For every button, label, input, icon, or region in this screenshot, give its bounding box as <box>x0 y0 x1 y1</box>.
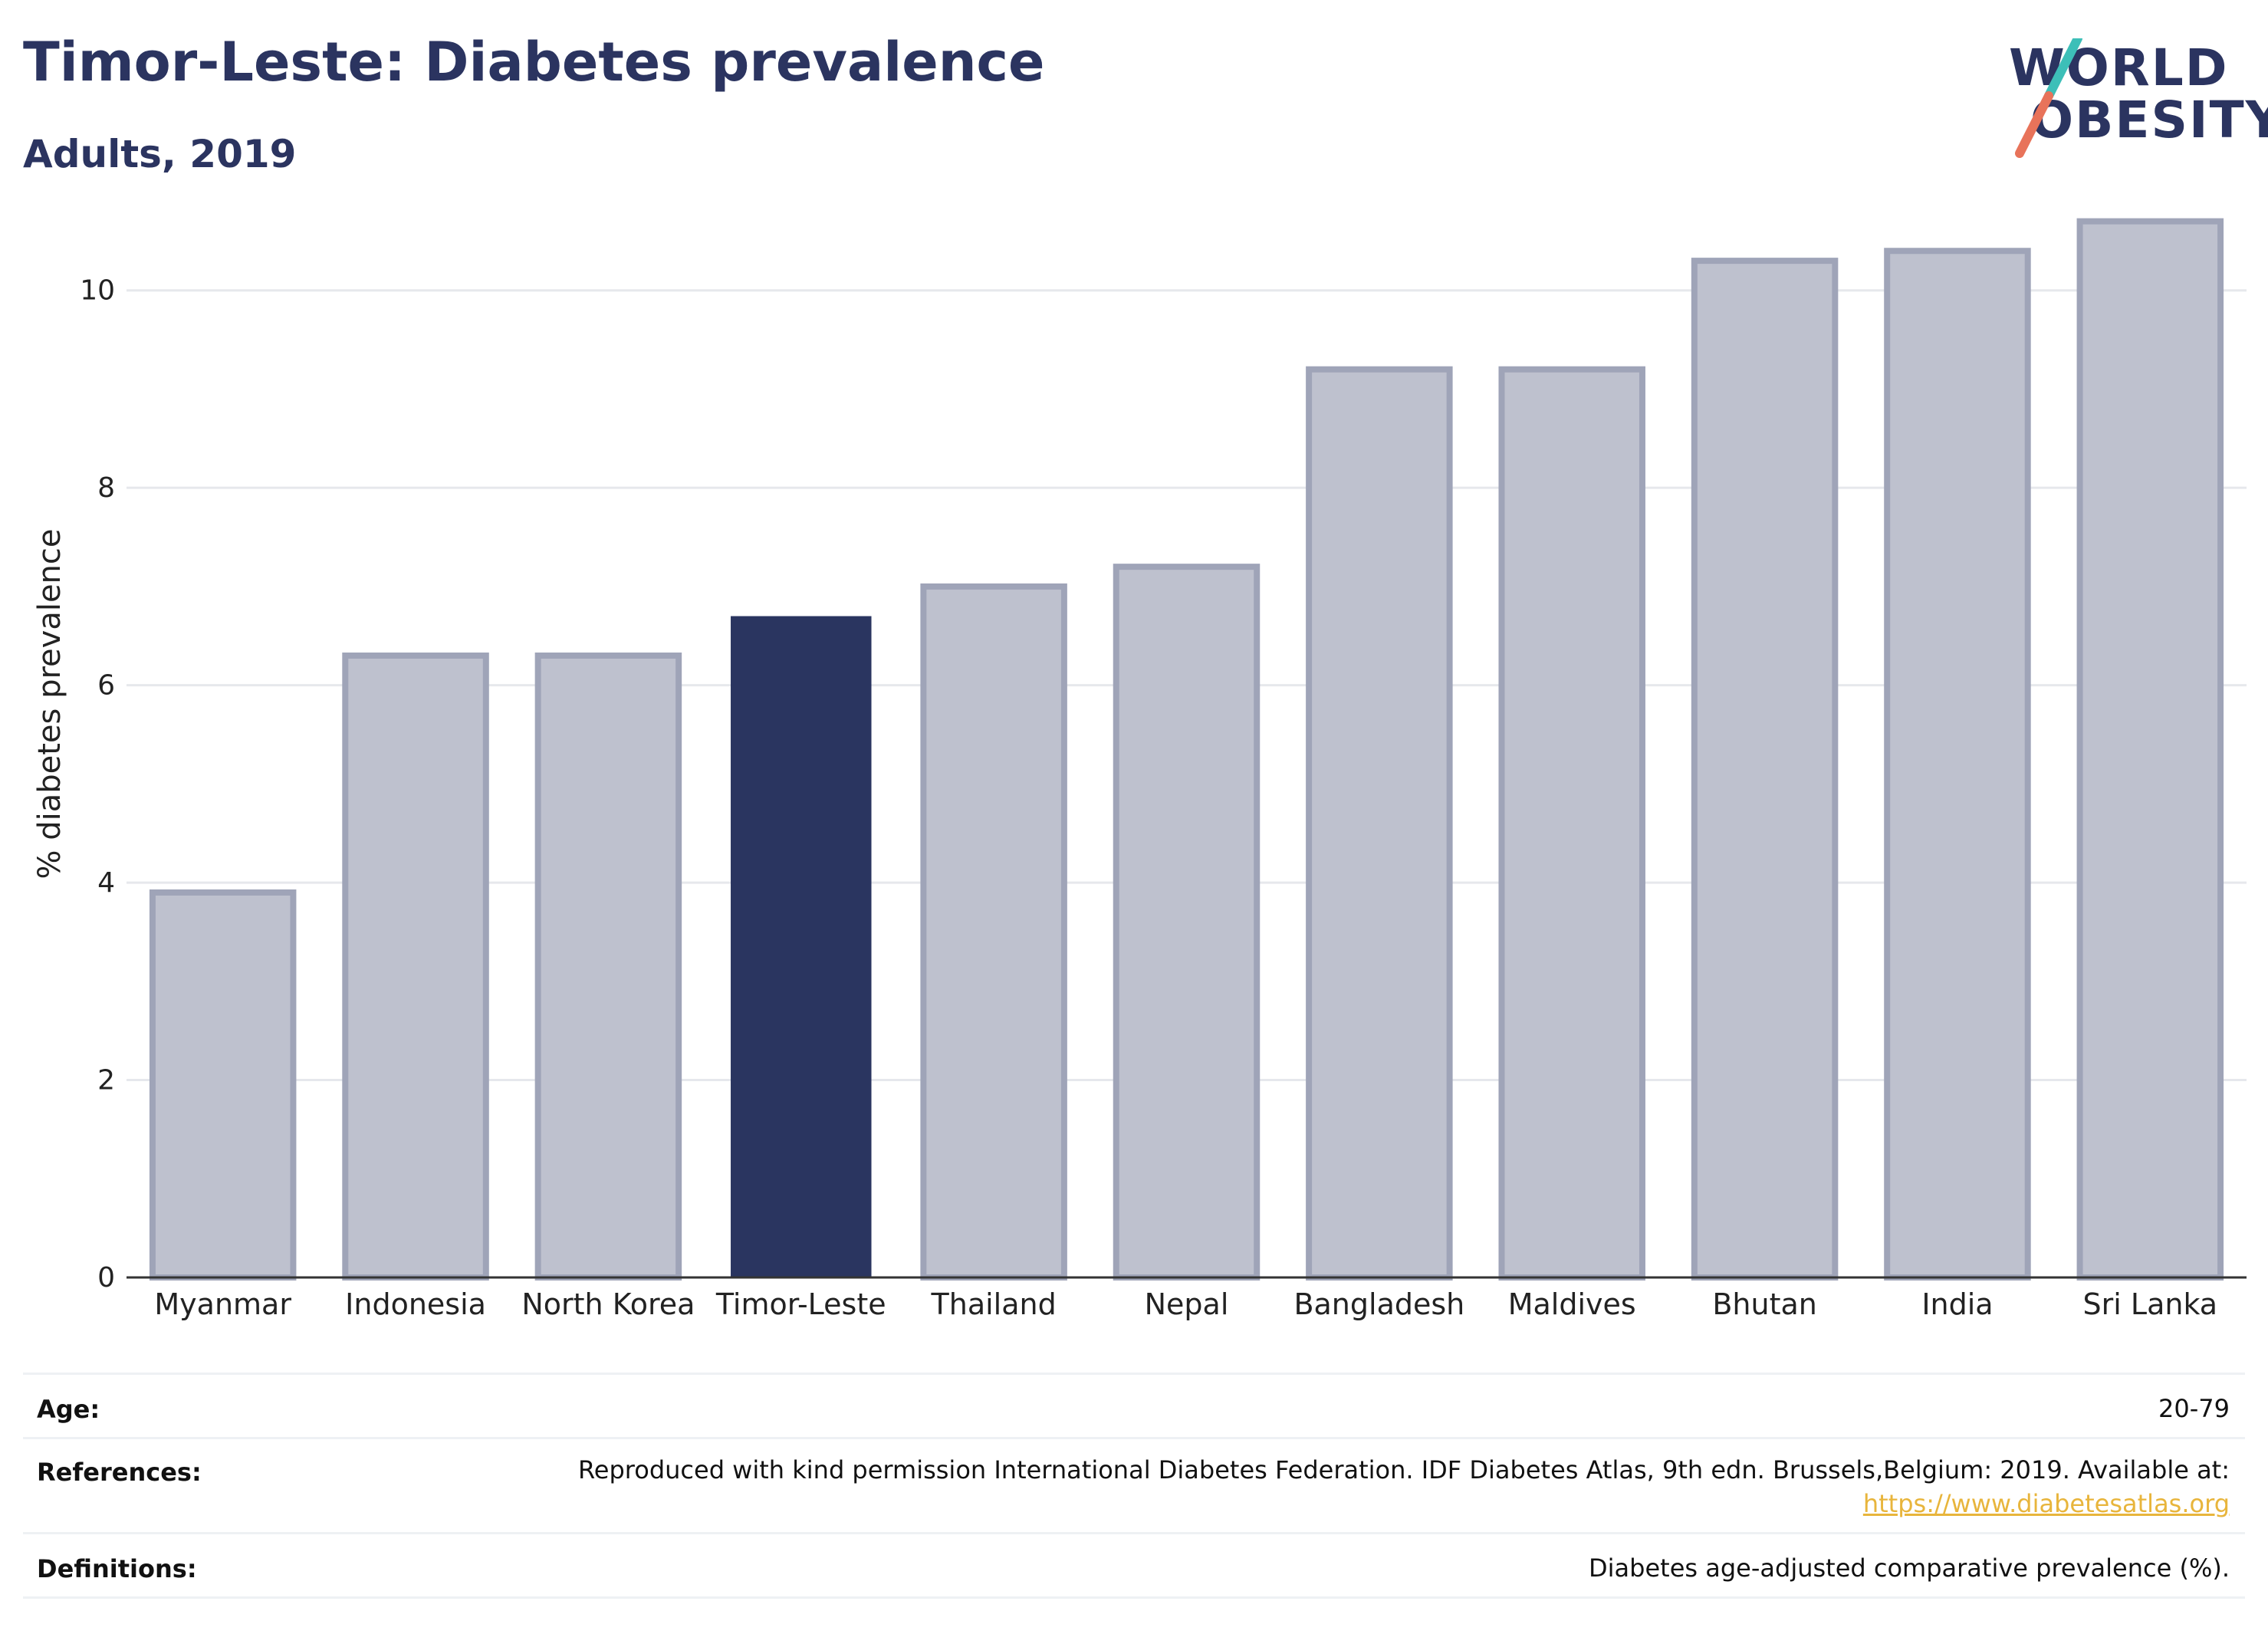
bar-thailand[interactable] <box>920 583 1067 1281</box>
definitions-value: Diabetes age-adjusted comparative preval… <box>1589 1553 2230 1583</box>
references-value: Reproduced with kind permission Internat… <box>578 1453 2230 1521</box>
y-tick-label: 6 <box>97 670 115 702</box>
bar-nepal[interactable] <box>1113 564 1261 1281</box>
age-label: Age: <box>37 1395 100 1424</box>
x-tick-label: Bhutan <box>1712 1287 1817 1321</box>
x-tick-label: Maldives <box>1508 1287 1636 1321</box>
x-tick-label: Nepal <box>1145 1287 1229 1321</box>
bars <box>149 218 2224 1281</box>
x-tick-label: Timor-Leste <box>715 1287 886 1321</box>
y-tick-label: 8 <box>97 472 115 504</box>
y-tick-label: 10 <box>80 275 115 307</box>
bar-sri-lanka[interactable] <box>2076 218 2224 1281</box>
references-link[interactable]: https://www.diabetesatlas.org <box>1862 1489 2230 1518</box>
logo-word-world: WORLD <box>2009 38 2229 97</box>
info-row-age: Age: 20-79 <box>23 1373 2245 1439</box>
definitions-label: Definitions: <box>37 1554 197 1583</box>
x-tick-labels: Myanmar Indonesia North Korea Timor-Leste Th… <box>154 1287 2217 1321</box>
age-value: 20-79 <box>2158 1394 2230 1423</box>
chart-subtitle: Adults, 2019 <box>23 132 297 176</box>
bar-timor-leste[interactable] <box>731 616 872 1277</box>
bar-bhutan[interactable] <box>1691 258 1839 1281</box>
x-tick-label: Indonesia <box>345 1287 486 1321</box>
x-tick-label: Thailand <box>931 1287 1057 1321</box>
bar-bangladesh[interactable] <box>1306 366 1453 1281</box>
bar-chart: 0 2 4 6 8 10 Myanmar Indonesia North Korea Timor… <box>32 218 2247 1321</box>
x-tick-label: North Korea <box>521 1287 695 1321</box>
y-tick-label: 0 <box>97 1262 115 1294</box>
x-tick-label: India <box>1921 1287 1993 1321</box>
info-row-definitions: Definitions: Diabetes age-adjusted compa… <box>23 1532 2245 1599</box>
y-tick-label: 2 <box>97 1065 115 1096</box>
bar-north-korea[interactable] <box>534 653 682 1281</box>
x-tick-label: Myanmar <box>154 1287 291 1321</box>
y-tick-label: 4 <box>97 867 115 899</box>
x-tick-label: Sri Lanka <box>2083 1287 2218 1321</box>
chart-title: Timor-Leste: Diabetes prevalence <box>23 31 1045 94</box>
logo-word-obesity: OBESITY <box>2030 90 2268 150</box>
y-axis-label: % diabetes prevalence <box>32 528 67 879</box>
bar-indonesia[interactable] <box>342 653 489 1281</box>
world-obesity-logo: WORLD OBESITY <box>1994 38 2268 169</box>
bar-india[interactable] <box>1884 248 2031 1281</box>
y-tick-labels: 0 2 4 6 8 10 <box>80 275 115 1294</box>
references-text: Reproduced with kind permission Internat… <box>577 1455 2230 1484</box>
x-tick-label: Bangladesh <box>1293 1287 1464 1321</box>
info-bottom-border <box>23 1596 2245 1599</box>
info-row-references: References: Reproduced with kind permiss… <box>23 1437 2245 1534</box>
bar-myanmar[interactable] <box>149 889 297 1281</box>
references-label: References: <box>37 1458 202 1487</box>
logo-slash-icon <box>2015 38 2082 158</box>
bar-maldives[interactable] <box>1498 366 1645 1281</box>
